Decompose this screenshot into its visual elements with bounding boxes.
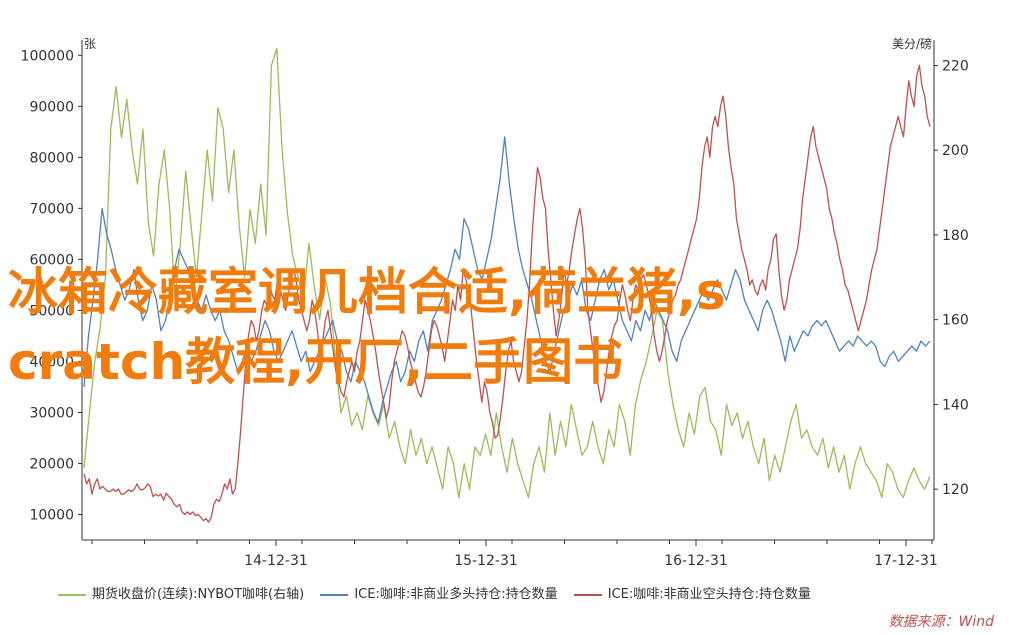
- left-tick-label: 10000: [29, 507, 74, 523]
- left-tick-label: 40000: [29, 354, 74, 370]
- legend-item-coffee-price: 期货收盘价(连续):NYBOT咖啡(右轴): [58, 583, 304, 602]
- x-tick-label: 17-12-31: [874, 553, 938, 569]
- x-tick-label: 16-12-31: [664, 553, 728, 569]
- left-tick-label: 20000: [29, 456, 74, 472]
- right-tick-label: 140: [942, 397, 969, 413]
- legend-item-long-positions: ICE:咖啡:非商业多头持仓:持仓数量: [320, 583, 558, 602]
- chart-axes: 100000 90000 80000 70000 60000 50000 40000 3000…: [21, 36, 969, 569]
- chart-series-layer: [83, 47, 931, 523]
- data-source-label: 数据来源：Wind: [888, 614, 995, 630]
- left-axis-unit: 张: [84, 37, 96, 51]
- right-tick-label: 180: [942, 228, 969, 244]
- legend-label-short-positions: ICE:咖啡:非商业空头持仓:持仓数量: [607, 587, 812, 602]
- overlay-text-line-1: 冰箱冷藏室调几档合适,荷兰猪,s: [8, 263, 726, 321]
- legend-swatch-coffee-price: [58, 593, 86, 596]
- series-line-1: [83, 136, 931, 424]
- series-line-2: [83, 64, 931, 523]
- left-tick-label: 50000: [29, 303, 74, 319]
- left-tick-label: 80000: [29, 150, 74, 166]
- right-tick-label: 120: [942, 482, 969, 498]
- left-tick-label: 60000: [29, 252, 74, 268]
- right-tick-label: 160: [942, 313, 969, 329]
- legend-item-short-positions: ICE:咖啡:非商业空头持仓:持仓数量: [573, 583, 812, 602]
- legend-swatch-short-positions: [573, 593, 602, 596]
- x-tick-label: 14-12-31: [244, 553, 308, 569]
- right-tick-label: 200: [942, 143, 969, 159]
- series-line-0: [83, 47, 931, 499]
- right-axis-unit: 美分/磅: [892, 36, 932, 51]
- overlay-text-line-2: cratch教程,开厂,二手图书: [8, 333, 624, 391]
- legend-label-coffee-price: 期货收盘价(连续):NYBOT咖啡(右轴): [92, 587, 305, 602]
- right-tick-label: 220: [942, 58, 969, 74]
- chart-legend: 期货收盘价(连续):NYBOT咖啡(右轴) ICE:咖啡:非商业多头持仓:持仓数…: [58, 583, 823, 602]
- left-tick-label: 90000: [29, 99, 74, 115]
- left-tick-label: 100000: [21, 48, 74, 64]
- x-tick-label: 15-12-31: [454, 553, 518, 569]
- left-tick-label: 30000: [29, 405, 74, 421]
- legend-label-long-positions: ICE:咖啡:非商业多头持仓:持仓数量: [354, 587, 558, 602]
- legend-swatch-long-positions: [320, 593, 349, 596]
- left-tick-label: 70000: [29, 201, 74, 217]
